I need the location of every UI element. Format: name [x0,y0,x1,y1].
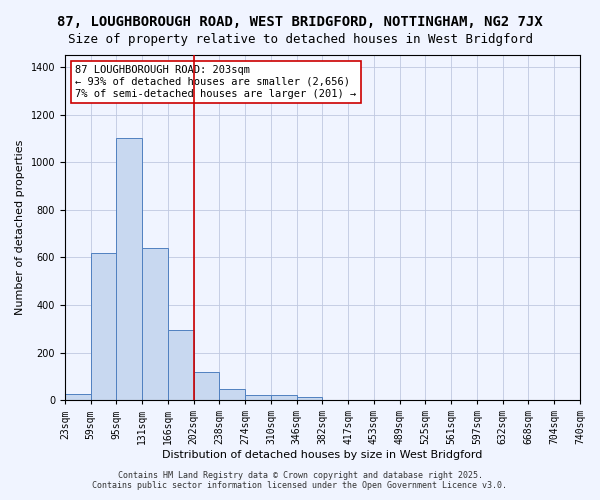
Bar [142,248,168,400]
Bar [271,396,296,400]
Bar [91,252,116,400]
X-axis label: Distribution of detached houses by size in West Bridgford: Distribution of detached houses by size … [162,450,482,460]
Text: Size of property relative to detached houses in West Bridgford: Size of property relative to detached ho… [67,32,533,46]
Bar [220,389,245,400]
Bar [65,394,91,400]
Text: 87, LOUGHBOROUGH ROAD, WEST BRIDGFORD, NOTTINGHAM, NG2 7JX: 87, LOUGHBOROUGH ROAD, WEST BRIDGFORD, N… [57,15,543,29]
Bar [116,138,142,400]
Text: 87 LOUGHBOROUGH ROAD: 203sqm
← 93% of detached houses are smaller (2,656)
7% of : 87 LOUGHBOROUGH ROAD: 203sqm ← 93% of de… [75,66,356,98]
Bar [168,330,194,400]
Bar [245,395,271,400]
Bar [296,397,322,400]
Bar [194,372,220,400]
Text: Contains HM Land Registry data © Crown copyright and database right 2025.
Contai: Contains HM Land Registry data © Crown c… [92,470,508,490]
Y-axis label: Number of detached properties: Number of detached properties [15,140,25,316]
